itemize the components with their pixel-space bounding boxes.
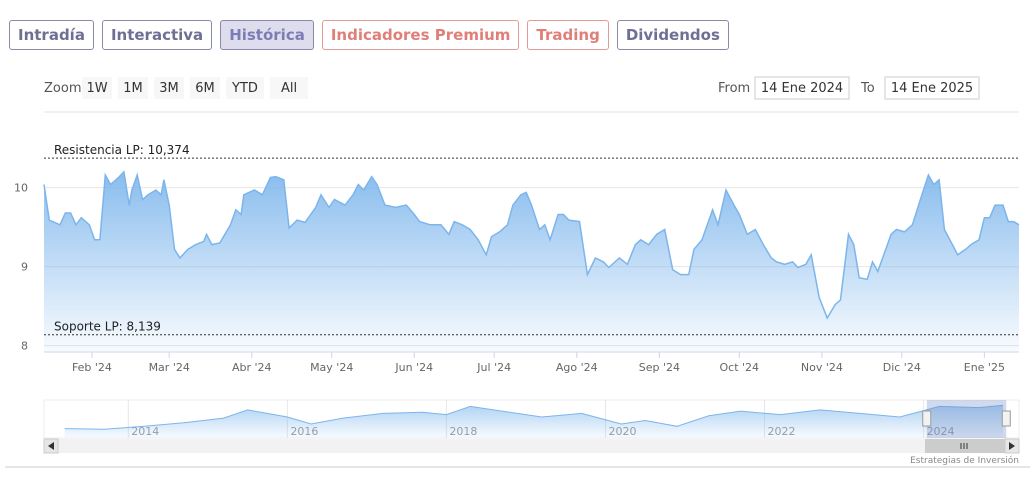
from-value[interactable]: 14 Ene 2024	[761, 81, 843, 96]
tab[interactable]: Dividendos	[616, 20, 729, 50]
plot-line-label: Soporte LP: 8,139	[54, 320, 161, 334]
tab[interactable]: Interactiva	[101, 20, 213, 50]
x-tick-label: Dic '24	[883, 361, 921, 374]
tab-bar: Intradía Interactiva Histórica Indicadores …	[9, 20, 729, 50]
price-line	[43, 170, 1020, 320]
zoom-button-label[interactable]: 6M	[195, 81, 215, 96]
x-tick-label: Ago '24	[556, 361, 598, 374]
zoom-button-label[interactable]: 3M	[159, 81, 179, 96]
arrow-right	[1009, 442, 1015, 450]
zoom-button[interactable]	[118, 77, 148, 99]
y-tick-label: 10	[14, 182, 28, 195]
arrow-left	[48, 442, 54, 450]
x-tick-label: Sep '24	[639, 361, 680, 374]
zoom-button[interactable]	[154, 77, 184, 99]
x-tick-label: Jul '24	[476, 361, 511, 374]
x-tick-label: Mar '24	[149, 361, 190, 374]
navigator-handle[interactable]	[922, 410, 932, 427]
zoom-button-label[interactable]: YTD	[231, 81, 258, 96]
plot-line-label: Resistencia LP: 10,374	[54, 143, 190, 157]
credit: Estrategias de Inversión	[910, 455, 1019, 466]
navigator-handle[interactable]	[1001, 410, 1011, 427]
zoom-button[interactable]	[190, 77, 220, 99]
to-input[interactable]	[884, 76, 980, 100]
tab[interactable]: Histórica	[220, 20, 314, 50]
navigator-selection[interactable]	[926, 400, 1007, 438]
y-tick-label: 9	[21, 261, 28, 274]
x-tick-label: Ene '25	[964, 361, 1005, 374]
zoom-button[interactable]	[226, 77, 264, 99]
zoom-button-label[interactable]: 1M	[123, 81, 143, 96]
y-tick-label: 8	[21, 340, 28, 353]
x-tick-label: May '24	[310, 361, 353, 374]
zoom-button-label[interactable]: All	[281, 81, 297, 96]
thumb-grip	[960, 443, 968, 449]
x-tick-label: Jun '24	[394, 361, 433, 374]
tab[interactable]: Intradía	[9, 20, 94, 50]
to-label: To	[860, 81, 875, 96]
from-label: From	[718, 81, 750, 96]
navigator-area	[64, 405, 1004, 438]
navigator-line	[64, 404, 1004, 430]
scroll-thumb[interactable]	[925, 439, 1005, 453]
scrollbar-track[interactable]	[44, 439, 1019, 453]
x-tick-label: Nov '24	[801, 361, 843, 374]
tab[interactable]: Trading	[527, 20, 609, 50]
x-tick-label: Feb '24	[72, 361, 112, 374]
zoom-button[interactable]	[82, 77, 112, 99]
zoom-button[interactable]	[270, 77, 308, 99]
x-tick-label: Abr '24	[232, 361, 272, 374]
tab[interactable]: Indicadores Premium	[321, 20, 520, 50]
zoom-button-label[interactable]: 1W	[86, 81, 107, 96]
zoom-label: Zoom	[44, 81, 81, 96]
from-input[interactable]	[754, 76, 850, 100]
to-value[interactable]: 14 Ene 2025	[891, 81, 973, 96]
x-tick-label: Oct '24	[720, 361, 760, 374]
